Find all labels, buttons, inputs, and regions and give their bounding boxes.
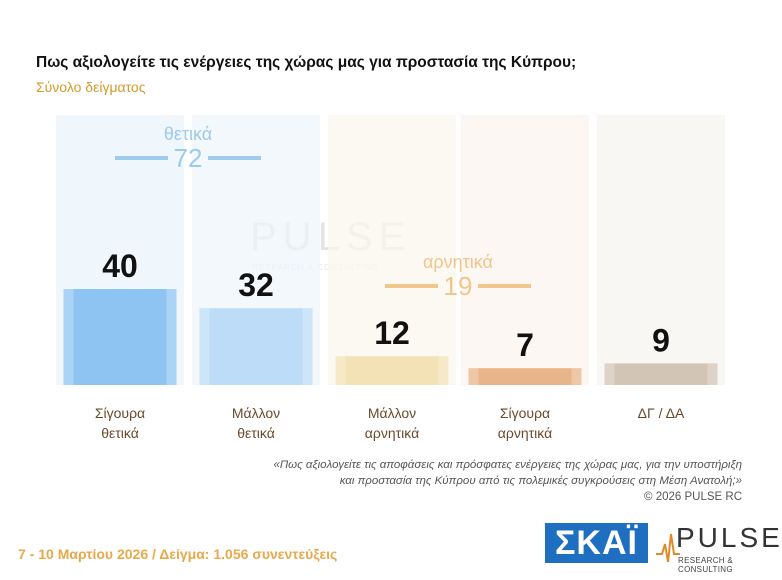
category-label: Σίγουρα <box>500 405 550 421</box>
data-label: 9 <box>652 322 670 358</box>
bar <box>335 356 449 385</box>
skai-logo: ΣΚΑΪ <box>545 523 648 563</box>
bar-shade <box>166 289 177 385</box>
group-total: 72 <box>174 143 203 173</box>
category-label: Μάλλον <box>232 405 280 421</box>
bar-chart: 40 32 12 7 9 Σίγουρα θετικά Μάλλον θετικά Μάλλον α… <box>56 115 725 441</box>
bar-shade <box>571 368 582 385</box>
bar-shade <box>468 368 479 385</box>
data-label: 40 <box>102 248 138 284</box>
category-label: Μάλλον <box>368 405 416 421</box>
bar-shade <box>63 289 74 385</box>
category-label: αρνητικά <box>365 425 419 441</box>
fieldwork-info: 7 - 10 Μαρτίου 2026 / Δείγμα: 1.056 συνε… <box>18 546 338 562</box>
category-label: θετικά <box>237 425 275 441</box>
chart-title: Πως αξιολογείτε τις ενέργειες της χώρας … <box>36 54 577 71</box>
bar <box>63 289 177 385</box>
column-bg <box>597 115 725 385</box>
column-bg <box>328 115 456 385</box>
bar <box>199 308 313 385</box>
pulse-logo: PULSE RESEARCH & CONSULTING <box>656 522 780 574</box>
data-label: 12 <box>374 315 410 351</box>
footnote-line-2: και προστασία της Κύπρου από τις πολεμικ… <box>339 475 742 487</box>
group-label: αρνητικά <box>423 252 493 272</box>
bar-shade <box>335 356 346 385</box>
copyright-text: © 2026 PULSE RC <box>644 491 742 503</box>
pulse-logo-tag: RESEARCH & CONSULTING <box>678 556 734 574</box>
bar <box>468 368 582 385</box>
data-label: 7 <box>516 327 534 363</box>
footnote-line-1: «Πως αξιολογείτε τις αποφάσεις και πρόσφ… <box>273 459 742 471</box>
group-total: 19 <box>444 271 473 301</box>
category-label: Σίγουρα <box>95 405 145 421</box>
group-label: θετικά <box>164 124 212 144</box>
data-label: 32 <box>238 267 274 303</box>
bar-shade <box>199 308 210 385</box>
chart-subtitle: Σύνολο δείγματος <box>36 79 146 95</box>
column-bg <box>461 115 589 385</box>
category-label: θετικά <box>101 425 139 441</box>
pulse-logo-word: PULSE <box>676 522 782 553</box>
pulse-wave-icon <box>656 533 680 563</box>
bar-shade <box>438 356 449 385</box>
bar-shade <box>604 363 615 385</box>
question-footnote: «Πως αξιολογείτε τις αποφάσεις και πρόσφ… <box>182 457 742 505</box>
bar <box>604 363 718 385</box>
bar-shade <box>302 308 313 385</box>
category-label: αρνητικά <box>498 425 552 441</box>
category-label: ΔΓ / ΔΑ <box>638 405 685 421</box>
bar-shade <box>707 363 718 385</box>
